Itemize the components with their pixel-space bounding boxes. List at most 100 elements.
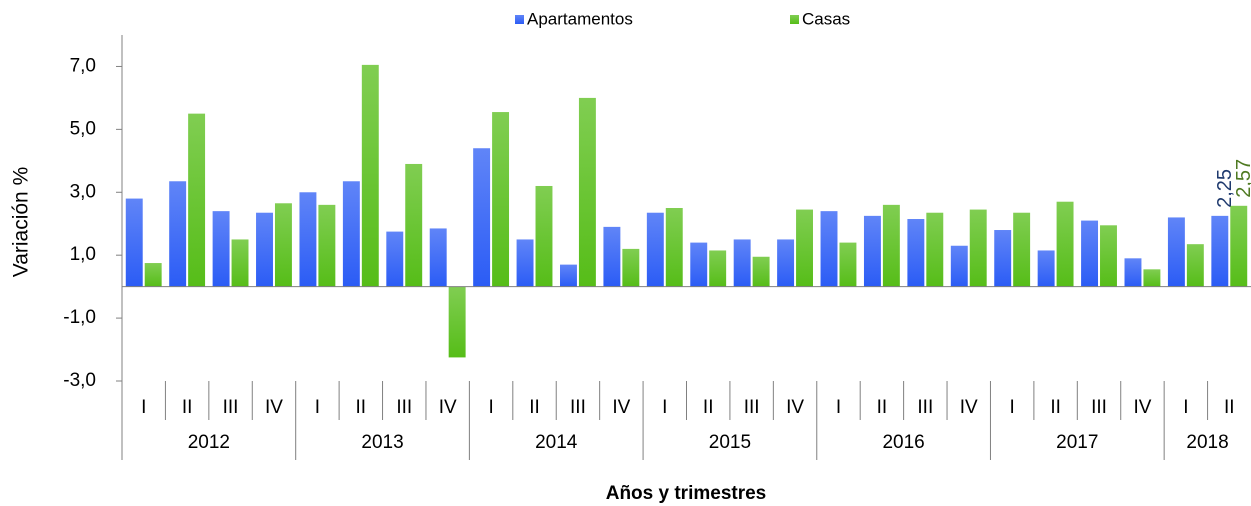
legend-swatch — [515, 15, 524, 24]
bar — [969, 209, 987, 287]
bar — [1081, 220, 1099, 287]
bar — [299, 192, 317, 287]
x-tick-label: III — [396, 397, 412, 418]
bar — [212, 211, 230, 287]
x-tick-label: II — [703, 397, 714, 418]
bar — [405, 163, 423, 287]
x-tick-label: IV — [786, 397, 804, 418]
bar — [473, 148, 491, 287]
y-axis-title: Variación % — [10, 167, 33, 278]
bar — [1124, 258, 1142, 287]
x-tick-label: IV — [1133, 397, 1151, 418]
bar — [188, 113, 206, 287]
x-tick-label: II — [529, 397, 540, 418]
x-tick-label: III — [744, 397, 760, 418]
y-tick-label: 7,0 — [70, 55, 96, 76]
group-label: 2016 — [882, 432, 924, 453]
bar — [231, 239, 249, 287]
bar — [752, 256, 770, 287]
bar — [1143, 269, 1161, 287]
x-tick-label: IV — [612, 397, 630, 418]
legend-swatch — [790, 15, 799, 24]
value-label: 2,25 — [1214, 169, 1236, 208]
bar — [1167, 217, 1185, 287]
x-tick-label: II — [1224, 397, 1235, 418]
bar — [1211, 215, 1229, 287]
group-label: 2013 — [361, 432, 403, 453]
bar — [907, 219, 925, 287]
x-tick-label: II — [1050, 397, 1061, 418]
bar — [1056, 201, 1074, 287]
group-label: 2015 — [709, 432, 751, 453]
x-tick-label: II — [877, 397, 888, 418]
x-tick-label: I — [836, 397, 841, 418]
legend-label: Casas — [802, 9, 850, 28]
bar — [1186, 244, 1204, 287]
x-tick-label: III — [917, 397, 933, 418]
bar — [274, 203, 292, 287]
x-tick-label: II — [182, 397, 193, 418]
bar — [578, 97, 596, 287]
x-tick-label: I — [1010, 397, 1015, 418]
bar — [516, 239, 534, 287]
bar — [361, 64, 379, 287]
y-tick-label: 1,0 — [70, 244, 96, 265]
value-label: 2,57 — [1233, 159, 1251, 198]
group-label: 2017 — [1056, 432, 1098, 453]
bar — [125, 198, 143, 287]
bar — [448, 286, 466, 358]
bar — [342, 181, 360, 287]
bar — [863, 215, 881, 287]
x-axis-title: Años y trimestres — [606, 483, 767, 504]
bar — [646, 212, 664, 287]
bar — [560, 264, 577, 287]
bar — [777, 239, 795, 287]
x-tick-label: I — [1183, 397, 1188, 418]
bar — [603, 226, 621, 287]
y-tick-label: -1,0 — [63, 307, 96, 328]
bar — [256, 212, 273, 287]
y-tick-label: 3,0 — [70, 181, 96, 202]
y-tick-label: 5,0 — [70, 118, 96, 139]
x-tick-label: IV — [960, 397, 978, 418]
group-label: 2012 — [188, 432, 230, 453]
x-tick-label: III — [570, 397, 586, 418]
bar — [1230, 205, 1248, 287]
bar — [318, 204, 336, 287]
bar — [994, 230, 1012, 287]
bar — [144, 263, 162, 287]
bar — [926, 212, 944, 287]
bar — [1037, 250, 1055, 287]
bar — [535, 185, 553, 287]
bar — [690, 242, 708, 287]
group-label: 2018 — [1186, 432, 1228, 453]
bar — [386, 231, 404, 287]
bar — [492, 112, 510, 287]
bar — [839, 242, 857, 287]
legend-label: Apartamentos — [527, 9, 633, 28]
x-tick-label: III — [223, 397, 239, 418]
bar — [882, 204, 900, 287]
group-label: 2014 — [535, 432, 578, 453]
bar — [622, 248, 640, 287]
bar — [709, 250, 727, 287]
bar — [733, 239, 751, 287]
x-tick-label: I — [662, 397, 667, 418]
y-tick-label: -3,0 — [63, 370, 96, 391]
x-tick-label: IV — [265, 397, 283, 418]
bar — [950, 245, 968, 287]
x-tick-label: I — [141, 397, 146, 418]
x-tick-label: II — [356, 397, 367, 418]
x-tick-label: IV — [439, 397, 457, 418]
x-tick-label: III — [1091, 397, 1107, 418]
x-tick-label: I — [315, 397, 320, 418]
bar — [665, 208, 683, 287]
bar — [796, 209, 813, 287]
bar — [169, 181, 187, 287]
bar — [429, 228, 447, 287]
bar — [820, 211, 838, 287]
bar — [1013, 212, 1031, 287]
bar — [1100, 225, 1117, 287]
x-tick-label: I — [488, 397, 493, 418]
